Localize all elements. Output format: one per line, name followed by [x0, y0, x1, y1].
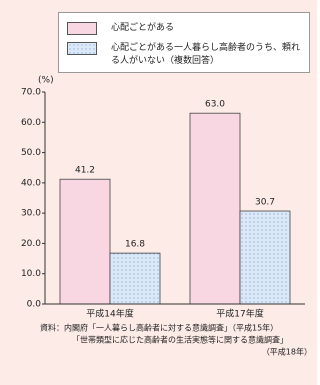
value-label: 63.0 — [205, 100, 225, 110]
bar — [239, 210, 291, 305]
legend-swatch — [67, 42, 97, 55]
value-label: 30.7 — [255, 198, 275, 208]
legend-label: 心配ごとがある — [111, 23, 175, 33]
y-tick-label: 70.0 — [21, 88, 41, 98]
y-tick-label: 50.0 — [21, 148, 41, 158]
y-tick-label: 10.0 — [21, 269, 41, 279]
legend-swatch — [67, 22, 97, 35]
y-tick-label: 60.0 — [21, 118, 41, 128]
y-unit: (%) — [38, 76, 54, 86]
legend: 心配ごとがある心配ごとがある一人暮らし高齢者のうち、頼れる人がいない（複数回答） — [58, 12, 310, 73]
y-tick-label: 20.0 — [21, 239, 41, 249]
y-tick-label: 0.0 — [27, 300, 42, 310]
bar — [109, 252, 161, 305]
legend-item: 心配ごとがある一人暮らし高齢者のうち、頼れる人がいない（複数回答） — [67, 42, 301, 68]
x-tick-label: 平成17年度 — [216, 308, 263, 320]
source-line: 資料：内閣府「一人暮らし高齢者に対する意識調査」（平成15年） — [40, 323, 278, 333]
y-tick-label: 40.0 — [21, 178, 41, 188]
legend-label: 心配ごとがある一人暮らし高齢者のうち、頼れる人がいない（複数回答） — [111, 43, 301, 66]
bar — [59, 178, 111, 305]
source-line: （平成18年） — [262, 347, 312, 357]
value-label: 16.8 — [125, 240, 145, 250]
legend-item: 心配ごとがある — [67, 22, 301, 35]
bar — [189, 112, 241, 305]
source-line: 「世帯類型に応じた高齢者の生活実態等に関する意識調査」 — [72, 335, 288, 345]
x-tick-label: 平成14年度 — [86, 308, 133, 320]
value-label: 41.2 — [75, 166, 95, 176]
y-tick-label: 30.0 — [21, 209, 41, 219]
